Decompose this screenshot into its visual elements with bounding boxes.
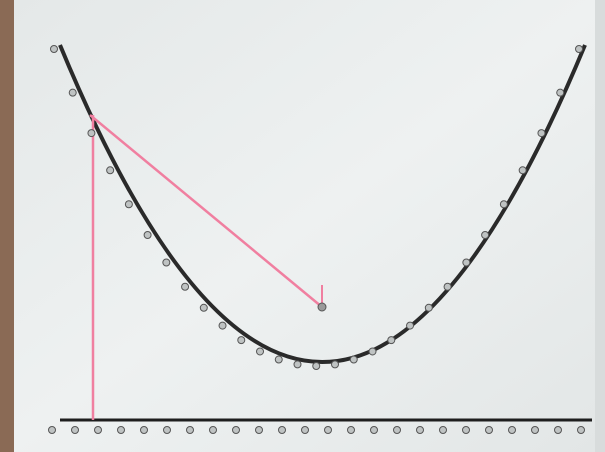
- board-right-edge: [595, 0, 605, 452]
- pin: [463, 259, 470, 266]
- pin: [200, 304, 207, 311]
- pin: [275, 356, 282, 363]
- pin: [519, 167, 526, 174]
- pin: [72, 427, 79, 434]
- pin: [49, 427, 56, 434]
- pin: [407, 322, 414, 329]
- pin: [163, 259, 170, 266]
- pin: [332, 361, 339, 368]
- pin: [233, 427, 240, 434]
- pin: [348, 427, 355, 434]
- pin: [302, 427, 309, 434]
- pin: [369, 348, 376, 355]
- pin: [509, 427, 516, 434]
- pin: [88, 130, 95, 137]
- focus-pin: [318, 303, 326, 311]
- pin: [313, 363, 320, 370]
- pin: [164, 427, 171, 434]
- pin: [182, 283, 189, 290]
- pin: [444, 283, 451, 290]
- pin: [440, 427, 447, 434]
- pin: [95, 427, 102, 434]
- pin: [350, 356, 357, 363]
- pin: [538, 130, 545, 137]
- pin: [425, 304, 432, 311]
- pin: [69, 89, 76, 96]
- pin: [210, 427, 217, 434]
- pin: [576, 46, 583, 53]
- pin: [125, 201, 132, 208]
- pin: [555, 427, 562, 434]
- pin: [394, 427, 401, 434]
- pin: [187, 427, 194, 434]
- pin: [486, 427, 493, 434]
- pin: [294, 361, 301, 368]
- pin: [557, 89, 564, 96]
- pin: [107, 167, 114, 174]
- pin: [371, 427, 378, 434]
- pin: [325, 427, 332, 434]
- pin: [144, 231, 151, 238]
- pin: [238, 337, 245, 344]
- cardboard-edge: [0, 0, 14, 452]
- pin: [279, 427, 286, 434]
- pin: [141, 427, 148, 434]
- pin: [118, 427, 125, 434]
- pin: [51, 46, 58, 53]
- pin: [532, 427, 539, 434]
- pin: [463, 427, 470, 434]
- pin: [417, 427, 424, 434]
- pin: [257, 348, 264, 355]
- pin: [388, 337, 395, 344]
- pin: [219, 322, 226, 329]
- pin: [482, 231, 489, 238]
- pin: [500, 201, 507, 208]
- pin: [578, 427, 585, 434]
- pin: [256, 427, 263, 434]
